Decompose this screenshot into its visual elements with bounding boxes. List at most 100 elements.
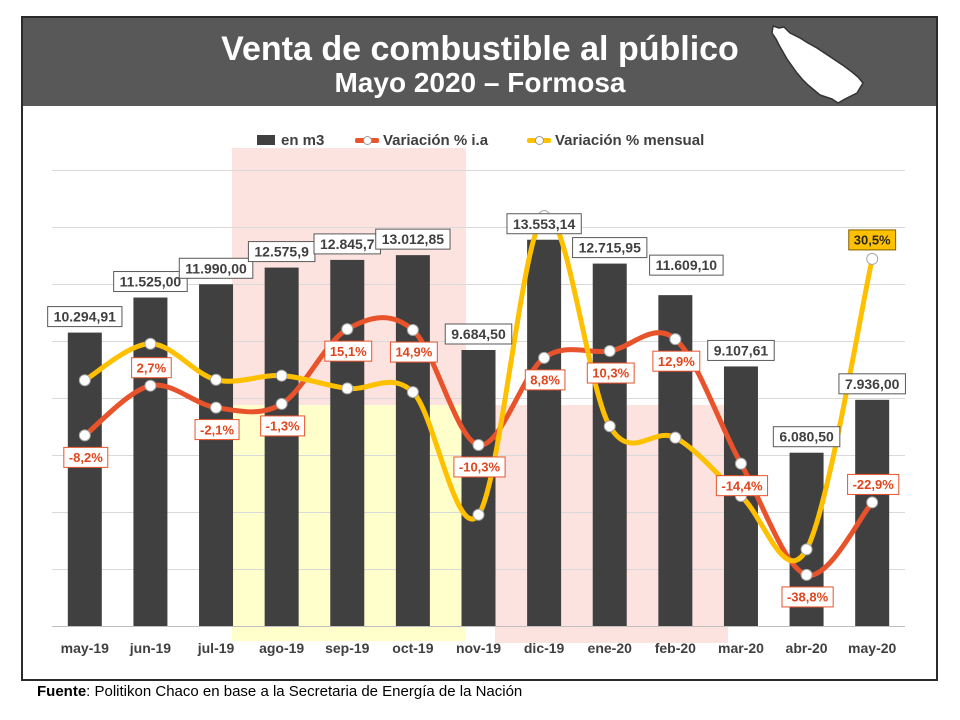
- bar-jun-19: [133, 297, 168, 626]
- x-tick-label: oct-19: [392, 640, 433, 656]
- line-mensual: [82, 212, 875, 564]
- point-mensual-jul-19: [210, 373, 223, 386]
- ia-label-feb-20-box: [652, 350, 701, 372]
- x-axis-labels: may-19 jun-19 jul-19 ago-19 sep-19 oct-19 nov-…: [61, 640, 897, 656]
- point-ia-nov-19: [472, 438, 485, 451]
- bar-label-oct-19-text: 13.012,85: [382, 231, 444, 247]
- line-series-mensual: [78, 210, 879, 564]
- ia-label-oct-19-text: 14,9%: [395, 345, 432, 360]
- bar-label-mar-20: 9.107,61: [707, 339, 775, 361]
- ia-label-jun-19-box: [131, 357, 172, 379]
- bar-label-jun-19-text: 11.525,00: [120, 274, 182, 290]
- legend-item-mensual: Variación % mensual: [527, 130, 704, 150]
- ia-label-nov-19-text: -10,3%: [459, 460, 501, 475]
- x-tick-label: feb-20: [655, 640, 696, 656]
- point-ia-may-20: [866, 496, 879, 509]
- point-mensual-may-19: [78, 374, 91, 387]
- ia-label-oct-19: 14,9%: [389, 341, 438, 363]
- ia-label-abr-20: -38,8%: [781, 586, 834, 608]
- ia-label-sep-19-box: [324, 340, 373, 362]
- x-tick-label: dic-19: [524, 640, 565, 656]
- legend-item-ia: Variación % i.a: [355, 130, 488, 150]
- legend-swatch-bars: [257, 135, 275, 145]
- ia-label-oct-19-box: [389, 341, 438, 363]
- point-mensual-sep-19: [341, 382, 354, 395]
- ia-label-may-20-text: -22,9%: [853, 477, 895, 492]
- legend-label-bars: en m3: [281, 131, 325, 149]
- point-ia-jul-19: [210, 401, 223, 414]
- ia-label-mar-20: -14,4%: [715, 475, 769, 497]
- bar-may-20: [855, 399, 890, 626]
- chart-subtitle: Mayo 2020 – Formosa: [334, 67, 625, 98]
- mensual-label-may-20: 30,5%: [848, 229, 897, 251]
- point-mensual-oct-19: [406, 386, 419, 399]
- bar-label-may-20-box: [838, 373, 906, 395]
- ia-label-sep-19-text: 15,1%: [330, 344, 367, 359]
- bar-label-jul-19-text: 11.990,00: [185, 260, 247, 276]
- bar-label-nov-19-box: [444, 323, 513, 345]
- bar-sep-19: [330, 259, 365, 626]
- bar-label-oct-19-box: [375, 228, 451, 250]
- bar-label-abr-20-box: [772, 426, 841, 448]
- bar-label-may-20-text: 7.936,00: [845, 376, 900, 392]
- ia-label-may-19: -8,2%: [63, 446, 109, 468]
- bar-label-oct-19: 13.012,85: [375, 228, 451, 250]
- x-tick-label: mar-20: [718, 640, 764, 656]
- ia-label-may-19-box: [63, 446, 109, 468]
- bar-label-sep-19: 12.845,7: [313, 233, 382, 255]
- bar-label-mar-20-box: [707, 339, 775, 361]
- legend-swatch-ia: [355, 130, 379, 150]
- ia-label-may-19-text: -8,2%: [69, 450, 103, 465]
- bar-label-dic-19-box: [506, 213, 582, 235]
- bar-label-dic-19: 13.553,14: [506, 213, 582, 235]
- ia-label-jul-19-box: [194, 419, 240, 441]
- ia-label-sep-19: 15,1%: [324, 340, 373, 362]
- legend-swatch-mensual: [527, 130, 551, 150]
- bar-label-may-19-text: 10.294,91: [54, 309, 116, 325]
- bar-label-ene-20: 12.715,95: [572, 237, 648, 259]
- ia-label-feb-20: 12,9%: [652, 350, 701, 372]
- x-tick-label: jul-19: [197, 640, 235, 656]
- ia-label-abr-20-text: -38,8%: [787, 590, 829, 605]
- ia-label-ene-20: 10,3%: [586, 362, 635, 384]
- ia-label-jul-19: -2,1%: [194, 419, 240, 441]
- source-label: Fuente: [37, 683, 87, 700]
- bar-series: [67, 239, 890, 626]
- bar-label-may-19-box: [47, 306, 123, 328]
- legend-label-ia: Variación % i.a: [383, 131, 489, 149]
- bar-ene-20: [592, 263, 627, 626]
- x-tick-label: ago-19: [259, 640, 304, 656]
- point-ia-ago-19: [275, 397, 288, 410]
- ia-label-nov-19: -10,3%: [453, 456, 506, 478]
- source-text: : Politikon Chaco en base a la Secretari…: [86, 683, 523, 700]
- bar-jul-19: [199, 284, 234, 626]
- ia-label-ago-19: -1,3%: [260, 415, 306, 437]
- ia-label-abr-20-box: [781, 586, 834, 608]
- ia-label-may-20: -22,9%: [847, 473, 900, 495]
- mensual-label-may-20-box: [848, 229, 897, 251]
- ia-label-nov-19-box: [453, 456, 506, 478]
- mensual-label-may-20-text: 30,5%: [854, 233, 891, 248]
- ia-label-ene-20-box: [586, 362, 635, 384]
- bar-label-may-19: 10.294,91: [47, 306, 123, 328]
- bar-label-nov-19: 9.684,50: [444, 323, 513, 345]
- bar-label-nov-19-text: 9.684,50: [451, 326, 506, 342]
- x-tick-label: may-19: [61, 640, 109, 656]
- bar-label-feb-20-text: 11.609,10: [656, 257, 718, 273]
- line-series-ia: [78, 315, 879, 581]
- ia-label-dic-19-text: 8,8%: [530, 373, 560, 388]
- ia-label-ago-19-box: [260, 415, 306, 437]
- bar-label-jun-19-box: [113, 271, 188, 293]
- bar-oct-19: [395, 255, 430, 626]
- ia-label-jun-19: 2,7%: [131, 357, 172, 379]
- bar-ago-19: [264, 267, 299, 626]
- bar-label-dic-19-text: 13.553,14: [513, 216, 575, 232]
- ia-label-jul-19-text: -2,1%: [200, 422, 234, 437]
- point-mensual-ene-20: [603, 420, 616, 433]
- point-ia-sep-19: [341, 323, 354, 336]
- ia-label-feb-20-text: 12,9%: [658, 354, 695, 369]
- bar-label-ene-20-text: 12.715,95: [579, 240, 641, 256]
- ia-label-may-20-box: [847, 473, 900, 495]
- legend-label-mensual: Variación % mensual: [555, 131, 705, 149]
